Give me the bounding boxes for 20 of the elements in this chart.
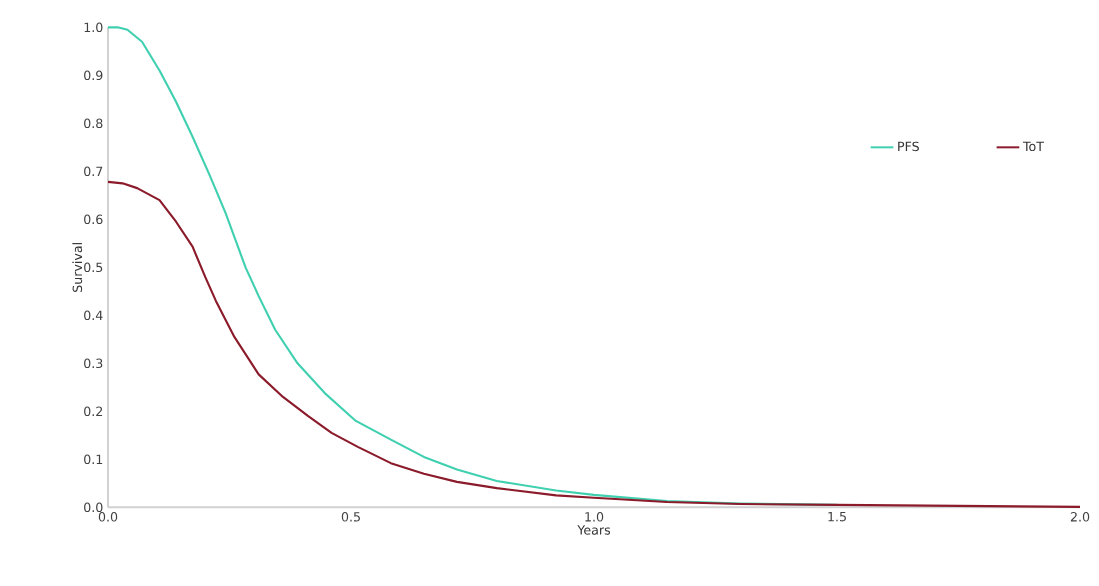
x-tick-label: 2.0: [1070, 512, 1090, 522]
x-tick-label: 1.0: [585, 512, 604, 522]
y-tick-label: 0.3: [84, 358, 103, 369]
x-axis-title: Years: [577, 525, 611, 535]
y-tick-label: 0.0: [84, 502, 103, 513]
legend-label: ToT: [1022, 141, 1044, 152]
y-tick-label: 0.5: [84, 262, 103, 273]
y-tick-label: 1.0: [84, 22, 103, 33]
y-tick-label: 0.9: [84, 70, 103, 81]
x-tick-label: 0.0: [98, 512, 118, 522]
legend-label: PFS: [898, 141, 919, 152]
y-tick-label: 0.7: [84, 166, 103, 177]
y-axis-title: Survival: [72, 243, 83, 292]
x-tick-label: 0.5: [341, 512, 360, 522]
x-tick-label: 1.5: [828, 512, 846, 522]
y-tick-label: 0.1: [84, 454, 103, 465]
y-tick-label: 0.8: [84, 118, 103, 129]
y-tick-label: 0.2: [84, 406, 103, 417]
y-tick-label: 0.6: [84, 214, 103, 225]
y-tick-label: 0.4: [84, 310, 103, 321]
